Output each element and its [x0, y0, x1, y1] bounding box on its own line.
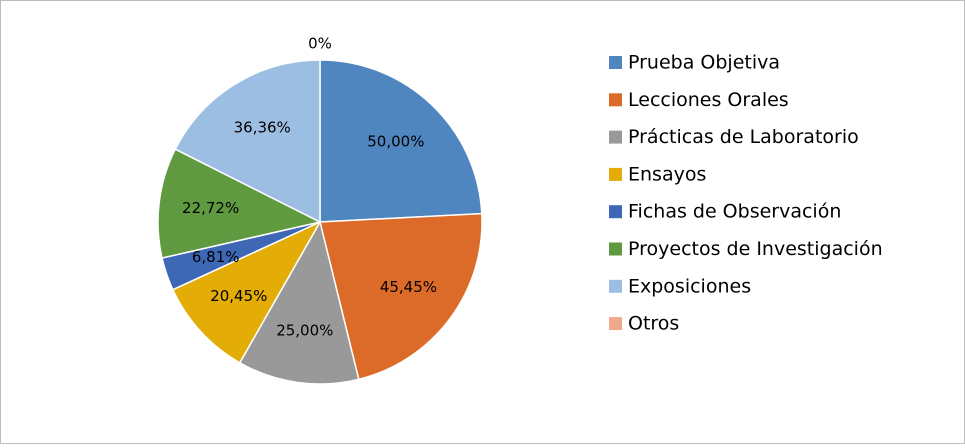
data-label: 25,00%	[276, 322, 333, 340]
legend-label: Fichas de Observación	[628, 201, 841, 223]
data-label: 22,72%	[182, 199, 239, 217]
pie-slice	[157, 148, 323, 259]
pie-slice	[319, 212, 483, 381]
legend-label: Ensayos	[628, 163, 706, 185]
legend-label: Proyectos de Investigación	[628, 238, 883, 260]
legend-swatch	[609, 317, 622, 331]
data-label: 50,00%	[367, 133, 424, 151]
data-label: 20,45%	[210, 287, 267, 305]
pie-slice	[171, 220, 322, 364]
data-label: 45,45%	[380, 278, 437, 296]
legend-label: Otros	[628, 313, 679, 335]
pie-slice	[174, 59, 321, 224]
legend-swatch	[609, 205, 622, 219]
legend-label: Prácticas de Laboratorio	[628, 126, 859, 148]
legend-label: Prueba Objetiva	[628, 52, 780, 74]
pie-slice	[319, 59, 483, 223]
pie-slice	[238, 219, 360, 385]
data-label: 36,36%	[234, 119, 291, 137]
legend-swatch	[609, 279, 622, 293]
legend-swatch	[609, 93, 622, 107]
legend-swatch	[609, 130, 622, 144]
legend-label: Exposiciones	[628, 275, 751, 297]
legend-swatch	[609, 167, 622, 181]
legend-label: Lecciones Orales	[628, 89, 789, 111]
data-label: 0%	[308, 34, 332, 52]
legend-swatch	[609, 242, 622, 256]
data-label: 6,81%	[192, 248, 240, 266]
legend-swatch	[609, 56, 622, 69]
